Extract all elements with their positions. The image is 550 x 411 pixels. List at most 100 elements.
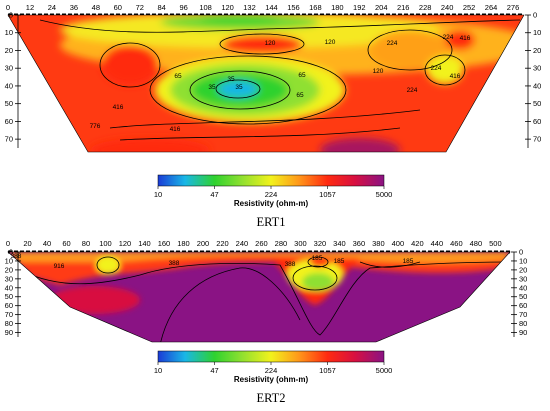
ert2-colorbar-tick-label: 47 [210, 366, 218, 375]
ert1-colorbar-ticks: 10 47 224 1057 5000 [154, 186, 393, 199]
ert1-y-tick-label: 40 [533, 81, 541, 90]
ert2-x-tick-label: 480 [470, 239, 483, 248]
ert2-contour-label: 388 [11, 253, 22, 260]
ert1-title: ERT1 [256, 215, 285, 229]
ert2-x-tick-label: 80 [82, 239, 90, 248]
ert2-colorbar-tick-label: 5000 [376, 366, 393, 375]
ert1-y-tick-label: 70 [5, 135, 13, 144]
ert2-x-tick-label: 380 [372, 239, 385, 248]
ert2-contour-label: 916 [54, 263, 65, 270]
ert1-x-tick-label: 48 [92, 3, 100, 12]
ert1-y-axis-left: 0 10 20 30 40 50 60 70 [5, 11, 21, 148]
ert1-contour-label: 65 [174, 73, 182, 80]
ert1-x-tick-label: 60 [114, 3, 122, 12]
ert1-x-tick-label: 168 [309, 3, 322, 12]
ert1-colorbar-tick-label: 10 [154, 190, 162, 199]
ert1-contour-label: 416 [113, 104, 124, 111]
ert2-x-tick-label: 220 [216, 239, 229, 248]
ert2-x-tick-label: 440 [431, 239, 444, 248]
ert1-contour-label: 65 [296, 92, 304, 99]
ert2-x-tick-label: 360 [353, 239, 366, 248]
ert2-colorbar-label: Resistivity (ohm-m) [234, 375, 309, 384]
ert1-contour-label: 776 [90, 123, 101, 130]
ert1-x-tick-label: 156 [287, 3, 300, 12]
ert1-y-tick-label: 40 [5, 81, 13, 90]
ert2-colorbar-tick-label: 224 [265, 366, 278, 375]
ert2-y-tick-label: 70 [519, 310, 527, 319]
ert2-y-tick-label: 50 [5, 292, 13, 301]
ert1-colorbar: 10 47 224 1057 5000 Resistivity (ohm-m) [154, 174, 393, 208]
ert1-colorbar-tick-label: 5000 [376, 190, 393, 199]
ert1-contour-label: 120 [325, 39, 336, 46]
ert1-contour-label: 224 [431, 65, 442, 72]
ert1-y-axis-right: 0 10 20 30 40 50 60 70 [525, 11, 541, 148]
ert2-contour-label: 185 [334, 258, 345, 265]
ert1-x-tick-label: 132 [243, 3, 256, 12]
ert1-x-tick-label: 36 [70, 3, 78, 12]
ert2-x-tick-label: 140 [138, 239, 151, 248]
ert1-y-tick-label: 30 [5, 64, 13, 73]
ert2-y-tick-label: 80 [5, 319, 13, 328]
ert1-x-tick-label: 0 [6, 3, 10, 12]
ert2-x-tick-label: 120 [119, 239, 132, 248]
ert2-x-tick-label: 280 [275, 239, 288, 248]
ert2-colorbar-tick-label: 1057 [319, 366, 336, 375]
ert1-y-tick-label: 20 [533, 46, 541, 55]
ert1-x-tick-label: 276 [507, 3, 520, 12]
ert1-y-tick-label: 10 [5, 28, 13, 37]
ert2-y-tick-label: 30 [519, 274, 527, 283]
ert2-x-tick-label: 100 [99, 239, 112, 248]
ert2-x-tick-label: 400 [392, 239, 405, 248]
ert1-y-tick-label: 60 [533, 117, 541, 126]
ert1-x-tick-label: 108 [199, 3, 212, 12]
ert1-contour-label: 65 [298, 72, 306, 79]
ert1-contour-label: 416 [460, 35, 471, 42]
ert1-contour-label: 120 [373, 68, 384, 75]
ert2-contour-label: 185 [312, 255, 323, 262]
ert1-y-tick-label: 50 [533, 99, 541, 108]
ert2-x-tick-label: 200 [197, 239, 210, 248]
ert2-section-outline [7, 251, 511, 343]
ert1-colorbar-label: Resistivity (ohm-m) [234, 199, 309, 208]
ert2-x-tick-label: 340 [333, 239, 346, 248]
ert2-x-tick-label: 40 [43, 239, 51, 248]
ert1-x-tick-label: 120 [221, 3, 234, 12]
ert1-section-outline [7, 14, 525, 153]
ert2-x-tick-label: 300 [294, 239, 307, 248]
ert1-y-tick-label: 50 [5, 99, 13, 108]
ert2-colorbar-tick-label: 10 [154, 366, 162, 375]
ert1-colorbar-tick-label: 224 [265, 190, 278, 199]
ert2-y-tick-label: 40 [5, 283, 13, 292]
ert1-x-tick-label: 240 [441, 3, 454, 12]
ert1-y-tick-label: 70 [533, 135, 541, 144]
ert2-x-tick-label: 260 [255, 239, 268, 248]
ert2-x-tick-label: 240 [236, 239, 249, 248]
ert1-y-tick-label: 10 [533, 28, 541, 37]
ert1-x-tick-label: 228 [419, 3, 432, 12]
ert2-y-tick-label: 0 [9, 248, 13, 257]
ert2-x-tick-label: 320 [314, 239, 327, 248]
ert2-y-tick-label: 90 [519, 328, 527, 337]
ert2-y-tick-label: 60 [519, 301, 527, 310]
ert2-contour-label: 388 [285, 261, 296, 268]
ert2-y-tick-label: 10 [5, 256, 13, 265]
ert1-contour-label: 35 [208, 84, 216, 91]
ert2-contour-label: 185 [403, 258, 414, 265]
ert1-x-tick-label: 72 [136, 3, 144, 12]
ert2-y-tick-label: 70 [5, 310, 13, 319]
ert2-contour-labels: 388 916 388 185 388 185 185 [11, 253, 414, 270]
ert1-x-tick-label: 264 [485, 3, 498, 12]
ert1-x-tick-label: 204 [375, 3, 388, 12]
ert2-y-tick-label: 60 [5, 301, 13, 310]
ert1-x-tick-label: 96 [179, 3, 187, 12]
ert1-x-tick-label: 12 [26, 3, 34, 12]
ert1-y-tick-label: 0 [533, 11, 537, 20]
ert2-y-tick-label: 20 [519, 265, 527, 274]
ert1-contour-label: 224 [443, 34, 454, 41]
ert2-y-tick-label: 40 [519, 283, 527, 292]
